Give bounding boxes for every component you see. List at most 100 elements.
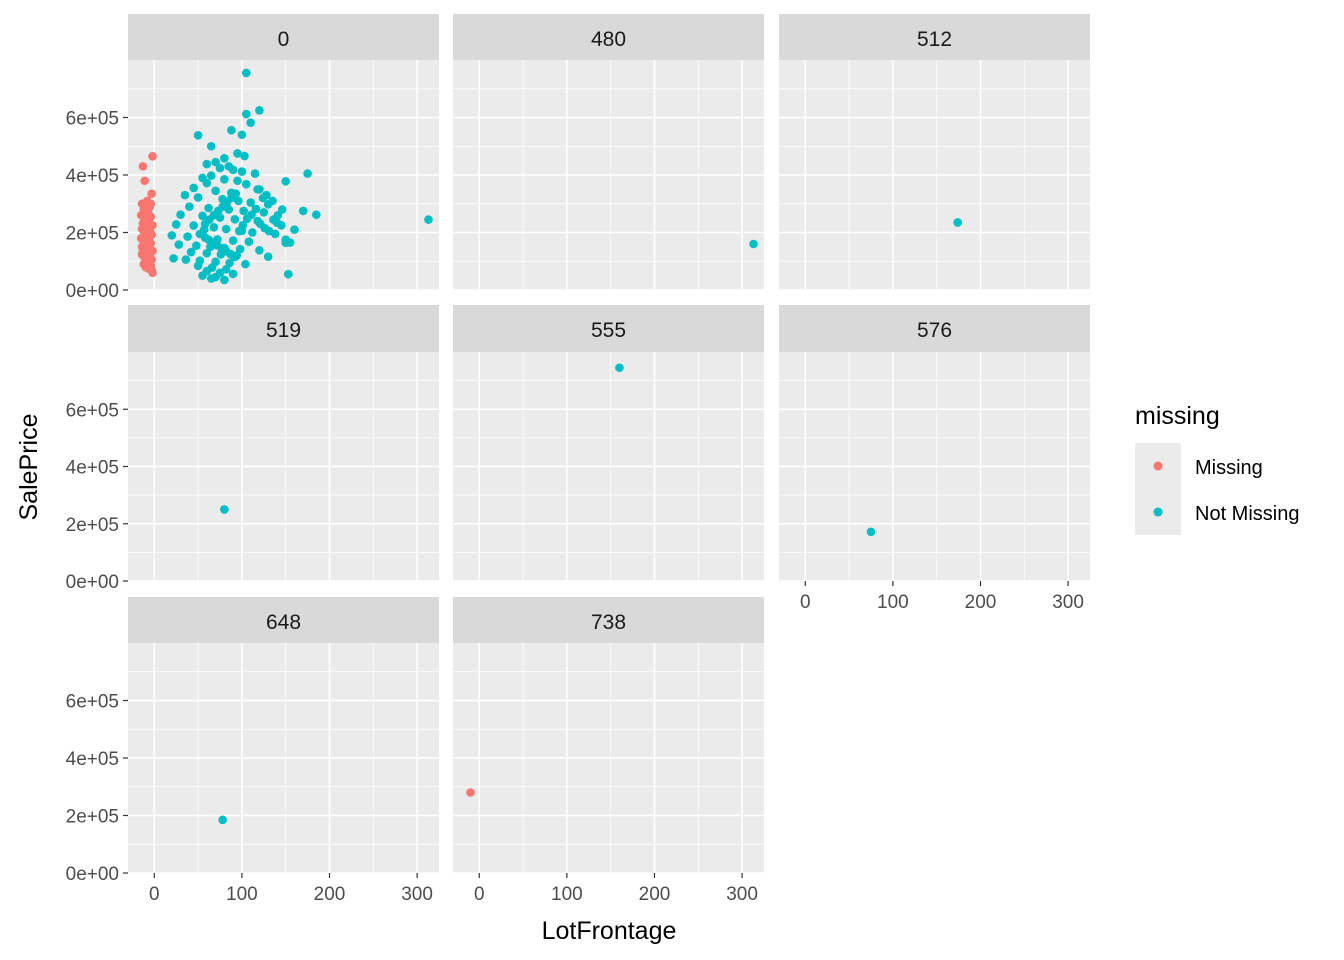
data-point-not-missing <box>749 239 758 249</box>
data-point-not-missing <box>193 131 203 140</box>
facet-strip <box>779 14 1090 60</box>
facet-strip-label: 648 <box>266 611 301 634</box>
data-point-not-missing <box>277 221 286 230</box>
data-point-not-missing <box>220 275 229 285</box>
data-point-not-missing <box>228 236 238 245</box>
data-point-not-missing <box>238 221 248 230</box>
data-point-not-missing <box>180 190 190 200</box>
data-point-not-missing <box>183 232 192 241</box>
data-point-not-missing <box>241 179 251 189</box>
data-point-not-missing <box>240 151 249 161</box>
data-point-not-missing <box>235 244 245 254</box>
data-point-not-missing <box>171 220 181 229</box>
data-point-not-missing <box>220 175 229 184</box>
facet-strip-label: 480 <box>591 28 626 51</box>
data-point-missing <box>142 260 151 270</box>
data-point-not-missing <box>264 226 274 236</box>
x-tick-label: 300 <box>401 884 433 905</box>
data-point-missing <box>146 199 156 209</box>
legend-label-missing: Missing <box>1195 457 1263 479</box>
data-point-not-missing <box>227 125 236 135</box>
x-tick-label: 200 <box>965 592 997 613</box>
data-point-not-missing <box>198 271 207 280</box>
x-tick-label: 100 <box>551 884 583 905</box>
data-point-not-missing <box>255 246 264 255</box>
data-point-not-missing <box>244 237 254 246</box>
x-tick-label: 200 <box>314 884 346 905</box>
data-point-not-missing <box>263 252 273 261</box>
data-point-not-missing <box>258 193 268 203</box>
facet-strip-label: 576 <box>917 319 952 342</box>
facet-panel-555: 555 <box>453 305 764 582</box>
x-tick-label: 300 <box>726 884 758 905</box>
legend: missing Missing Not Missing <box>1135 402 1299 535</box>
y-tick-label: 6e+05 <box>66 692 119 713</box>
y-tick-label: 4e+05 <box>66 166 119 187</box>
legend-key-missing-dot <box>1153 461 1163 471</box>
y-tick-label: 4e+05 <box>66 458 119 479</box>
x-tick-label: 200 <box>639 884 671 905</box>
data-point-not-missing <box>424 215 433 224</box>
y-tick-label: 6e+05 <box>66 400 119 421</box>
data-point-not-missing <box>303 169 312 178</box>
data-point-not-missing <box>211 186 220 196</box>
data-point-not-missing <box>189 221 199 230</box>
facet-strip <box>128 14 439 60</box>
data-point-not-missing <box>202 248 212 258</box>
data-point-not-missing <box>185 202 194 211</box>
y-tick-label: 0e+00 <box>66 572 119 593</box>
facet-panel-519: 519 0e+00 2e+05 4e+05 6e+05 <box>66 305 439 593</box>
data-point-missing <box>144 223 154 233</box>
data-point-not-missing <box>253 185 262 194</box>
data-point-not-missing <box>290 225 299 234</box>
data-point-not-missing <box>285 238 295 247</box>
data-point-not-missing <box>198 211 207 221</box>
facet-strip-label: 738 <box>591 611 626 634</box>
data-point-not-missing <box>953 218 963 227</box>
facet-panel-576: 576 0 100 200 300 <box>779 305 1090 613</box>
facet-panels: 0 0e+00 2e+05 4e+05 6e+05 480 512 519 0e+00 2e+05… <box>66 14 1090 905</box>
data-point-not-missing <box>174 240 184 249</box>
x-tick-label: 0 <box>800 592 811 613</box>
data-point-not-missing <box>167 231 177 240</box>
data-point-not-missing <box>230 214 240 224</box>
facet-strip-label: 0 <box>278 28 290 51</box>
data-point-not-missing <box>220 154 229 163</box>
data-point-not-missing <box>181 255 191 264</box>
data-point-not-missing <box>218 815 227 825</box>
data-point-not-missing <box>241 109 251 119</box>
facet-panel-0: 0 0e+00 2e+05 4e+05 6e+05 <box>66 14 439 302</box>
x-tick-label: 0 <box>149 884 160 905</box>
data-point-not-missing <box>186 247 196 257</box>
data-point-not-missing <box>246 198 255 207</box>
legend-label-not-missing: Not Missing <box>1195 503 1299 525</box>
data-point-not-missing <box>866 527 876 537</box>
data-point-not-missing <box>206 141 216 151</box>
facet-panel-738: 738 0 100 200 300 <box>453 597 764 905</box>
data-point-not-missing <box>220 505 229 514</box>
data-point-not-missing <box>281 177 290 186</box>
facet-panel-648: 648 0e+00 2e+05 4e+05 6e+05 0 100 200 300 <box>66 597 439 905</box>
data-point-not-missing <box>228 165 238 175</box>
facet-panel-480: 480 <box>453 14 764 291</box>
facet-strip-label: 555 <box>591 319 626 342</box>
data-point-not-missing <box>233 176 242 186</box>
data-point-missing <box>466 788 475 797</box>
data-point-not-missing <box>284 269 293 279</box>
data-point-not-missing <box>615 363 624 373</box>
data-point-missing <box>137 242 147 252</box>
data-point-not-missing <box>246 118 255 127</box>
facet-strip <box>128 305 439 352</box>
data-point-not-missing <box>176 210 185 219</box>
data-point-not-missing <box>277 205 287 214</box>
data-point-not-missing <box>250 169 260 178</box>
legend-title: missing <box>1135 402 1220 430</box>
y-tick-label: 0e+00 <box>66 864 119 885</box>
facet-panel-512: 512 <box>779 14 1090 291</box>
data-point-not-missing <box>268 196 277 206</box>
data-point-not-missing <box>251 204 261 214</box>
data-point-not-missing <box>255 106 264 115</box>
data-point-not-missing <box>204 203 213 213</box>
data-point-not-missing <box>241 259 250 269</box>
